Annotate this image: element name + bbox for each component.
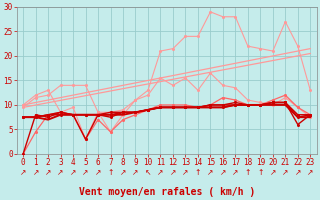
Text: ↗: ↗ [207, 168, 213, 177]
X-axis label: Vent moyen/en rafales ( km/h ): Vent moyen/en rafales ( km/h ) [79, 187, 255, 197]
Text: ↗: ↗ [82, 168, 89, 177]
Text: ↗: ↗ [282, 168, 289, 177]
Text: ↗: ↗ [132, 168, 139, 177]
Text: ↗: ↗ [32, 168, 39, 177]
Text: ↑: ↑ [195, 168, 201, 177]
Text: ↗: ↗ [170, 168, 176, 177]
Text: ↗: ↗ [270, 168, 276, 177]
Text: ↗: ↗ [307, 168, 314, 177]
Text: ↑: ↑ [107, 168, 114, 177]
Text: ↗: ↗ [232, 168, 239, 177]
Text: ↑: ↑ [257, 168, 264, 177]
Text: ↖: ↖ [145, 168, 151, 177]
Text: ↗: ↗ [95, 168, 101, 177]
Text: ↗: ↗ [182, 168, 188, 177]
Text: ↗: ↗ [120, 168, 126, 177]
Text: ↑: ↑ [245, 168, 251, 177]
Text: ↗: ↗ [295, 168, 301, 177]
Text: ↗: ↗ [45, 168, 51, 177]
Text: ↗: ↗ [57, 168, 64, 177]
Text: ↗: ↗ [20, 168, 26, 177]
Text: ↗: ↗ [220, 168, 226, 177]
Text: ↗: ↗ [70, 168, 76, 177]
Text: ↗: ↗ [157, 168, 164, 177]
